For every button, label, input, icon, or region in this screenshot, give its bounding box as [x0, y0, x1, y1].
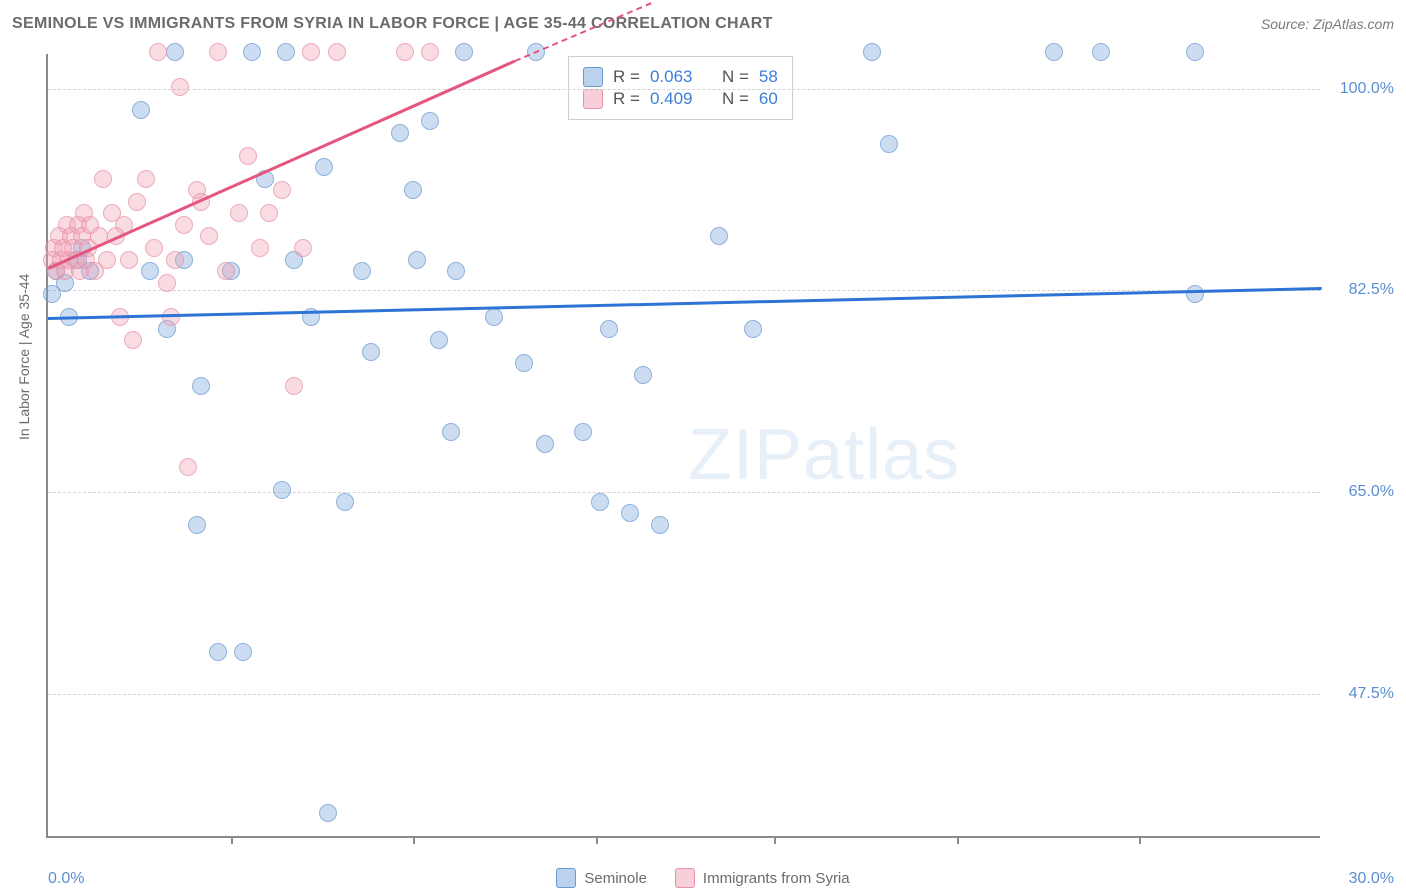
point-seminole — [515, 354, 533, 372]
x-tick — [231, 836, 233, 844]
point-syria — [239, 147, 257, 165]
point-seminole — [353, 262, 371, 280]
trendline-seminole — [48, 287, 1322, 320]
point-syria — [230, 204, 248, 222]
point-seminole — [421, 112, 439, 130]
point-syria — [149, 43, 167, 61]
point-syria — [98, 251, 116, 269]
point-syria — [217, 262, 235, 280]
point-syria — [171, 78, 189, 96]
y-tick-label: 100.0% — [1330, 80, 1394, 98]
trendline-syria — [47, 60, 515, 270]
legend-item-syria: Immigrants from Syria — [675, 868, 850, 888]
point-syria — [421, 43, 439, 61]
point-seminole — [234, 643, 252, 661]
point-syria — [260, 204, 278, 222]
point-seminole — [447, 262, 465, 280]
point-seminole — [600, 320, 618, 338]
gridline — [48, 89, 1320, 90]
x-tick — [957, 836, 959, 844]
swatch-syria-icon — [675, 868, 695, 888]
chart-title: SEMINOLE VS IMMIGRANTS FROM SYRIA IN LAB… — [12, 15, 773, 33]
x-tick — [413, 836, 415, 844]
point-syria — [137, 170, 155, 188]
point-seminole — [651, 516, 669, 534]
point-syria — [285, 377, 303, 395]
point-seminole — [243, 43, 261, 61]
point-seminole — [209, 643, 227, 661]
point-seminole — [455, 43, 473, 61]
source-attribution: Source: ZipAtlas.com — [1261, 16, 1394, 32]
legend-item-seminole: Seminole — [556, 868, 647, 888]
point-syria — [128, 193, 146, 211]
point-seminole — [408, 251, 426, 269]
point-seminole — [1092, 43, 1110, 61]
point-seminole — [132, 101, 150, 119]
point-syria — [273, 181, 291, 199]
y-axis-label: In Labor Force | Age 35-44 — [16, 274, 32, 440]
swatch-seminole-icon — [583, 67, 603, 87]
point-seminole — [880, 135, 898, 153]
point-seminole — [277, 43, 295, 61]
point-seminole — [141, 262, 159, 280]
point-seminole — [319, 804, 337, 822]
point-seminole — [536, 435, 554, 453]
y-tick-label: 65.0% — [1330, 483, 1394, 501]
point-seminole — [634, 366, 652, 384]
point-seminole — [43, 285, 61, 303]
stats-row-syria: R = 0.409 N = 60 — [583, 89, 778, 109]
point-seminole — [574, 423, 592, 441]
point-seminole — [591, 493, 609, 511]
point-seminole — [430, 331, 448, 349]
point-seminole — [442, 423, 460, 441]
point-seminole — [1045, 43, 1063, 61]
point-seminole — [1186, 285, 1204, 303]
point-seminole — [192, 377, 210, 395]
x-tick — [774, 836, 776, 844]
point-seminole — [744, 320, 762, 338]
swatch-syria-icon — [583, 89, 603, 109]
point-syria — [328, 43, 346, 61]
point-syria — [175, 216, 193, 234]
point-syria — [209, 43, 227, 61]
point-seminole — [485, 308, 503, 326]
point-syria — [294, 239, 312, 257]
chart-legend: Seminole Immigrants from Syria — [0, 868, 1406, 888]
point-seminole — [863, 43, 881, 61]
swatch-seminole-icon — [556, 868, 576, 888]
point-syria — [179, 458, 197, 476]
y-tick-label: 47.5% — [1330, 685, 1394, 703]
point-syria — [94, 170, 112, 188]
point-seminole — [166, 43, 184, 61]
x-tick — [1139, 836, 1141, 844]
point-seminole — [273, 481, 291, 499]
point-seminole — [1186, 43, 1204, 61]
gridline — [48, 492, 1320, 493]
point-seminole — [404, 181, 422, 199]
point-syria — [251, 239, 269, 257]
point-seminole — [336, 493, 354, 511]
watermark: ZIPatlas — [688, 414, 960, 496]
point-seminole — [621, 504, 639, 522]
point-seminole — [710, 227, 728, 245]
point-seminole — [315, 158, 333, 176]
point-seminole — [188, 516, 206, 534]
point-syria — [145, 239, 163, 257]
stats-row-seminole: R = 0.063 N = 58 — [583, 67, 778, 87]
chart-header: SEMINOLE VS IMMIGRANTS FROM SYRIA IN LAB… — [0, 0, 1406, 48]
point-syria — [158, 274, 176, 292]
x-tick — [596, 836, 598, 844]
scatter-chart: R = 0.063 N = 58 R = 0.409 N = 60 ZIPatl… — [46, 54, 1320, 838]
point-syria — [166, 251, 184, 269]
point-seminole — [362, 343, 380, 361]
point-syria — [124, 331, 142, 349]
point-syria — [200, 227, 218, 245]
point-syria — [120, 251, 138, 269]
y-tick-label: 82.5% — [1330, 281, 1394, 299]
point-syria — [396, 43, 414, 61]
point-syria — [302, 43, 320, 61]
point-seminole — [391, 124, 409, 142]
gridline — [48, 694, 1320, 695]
